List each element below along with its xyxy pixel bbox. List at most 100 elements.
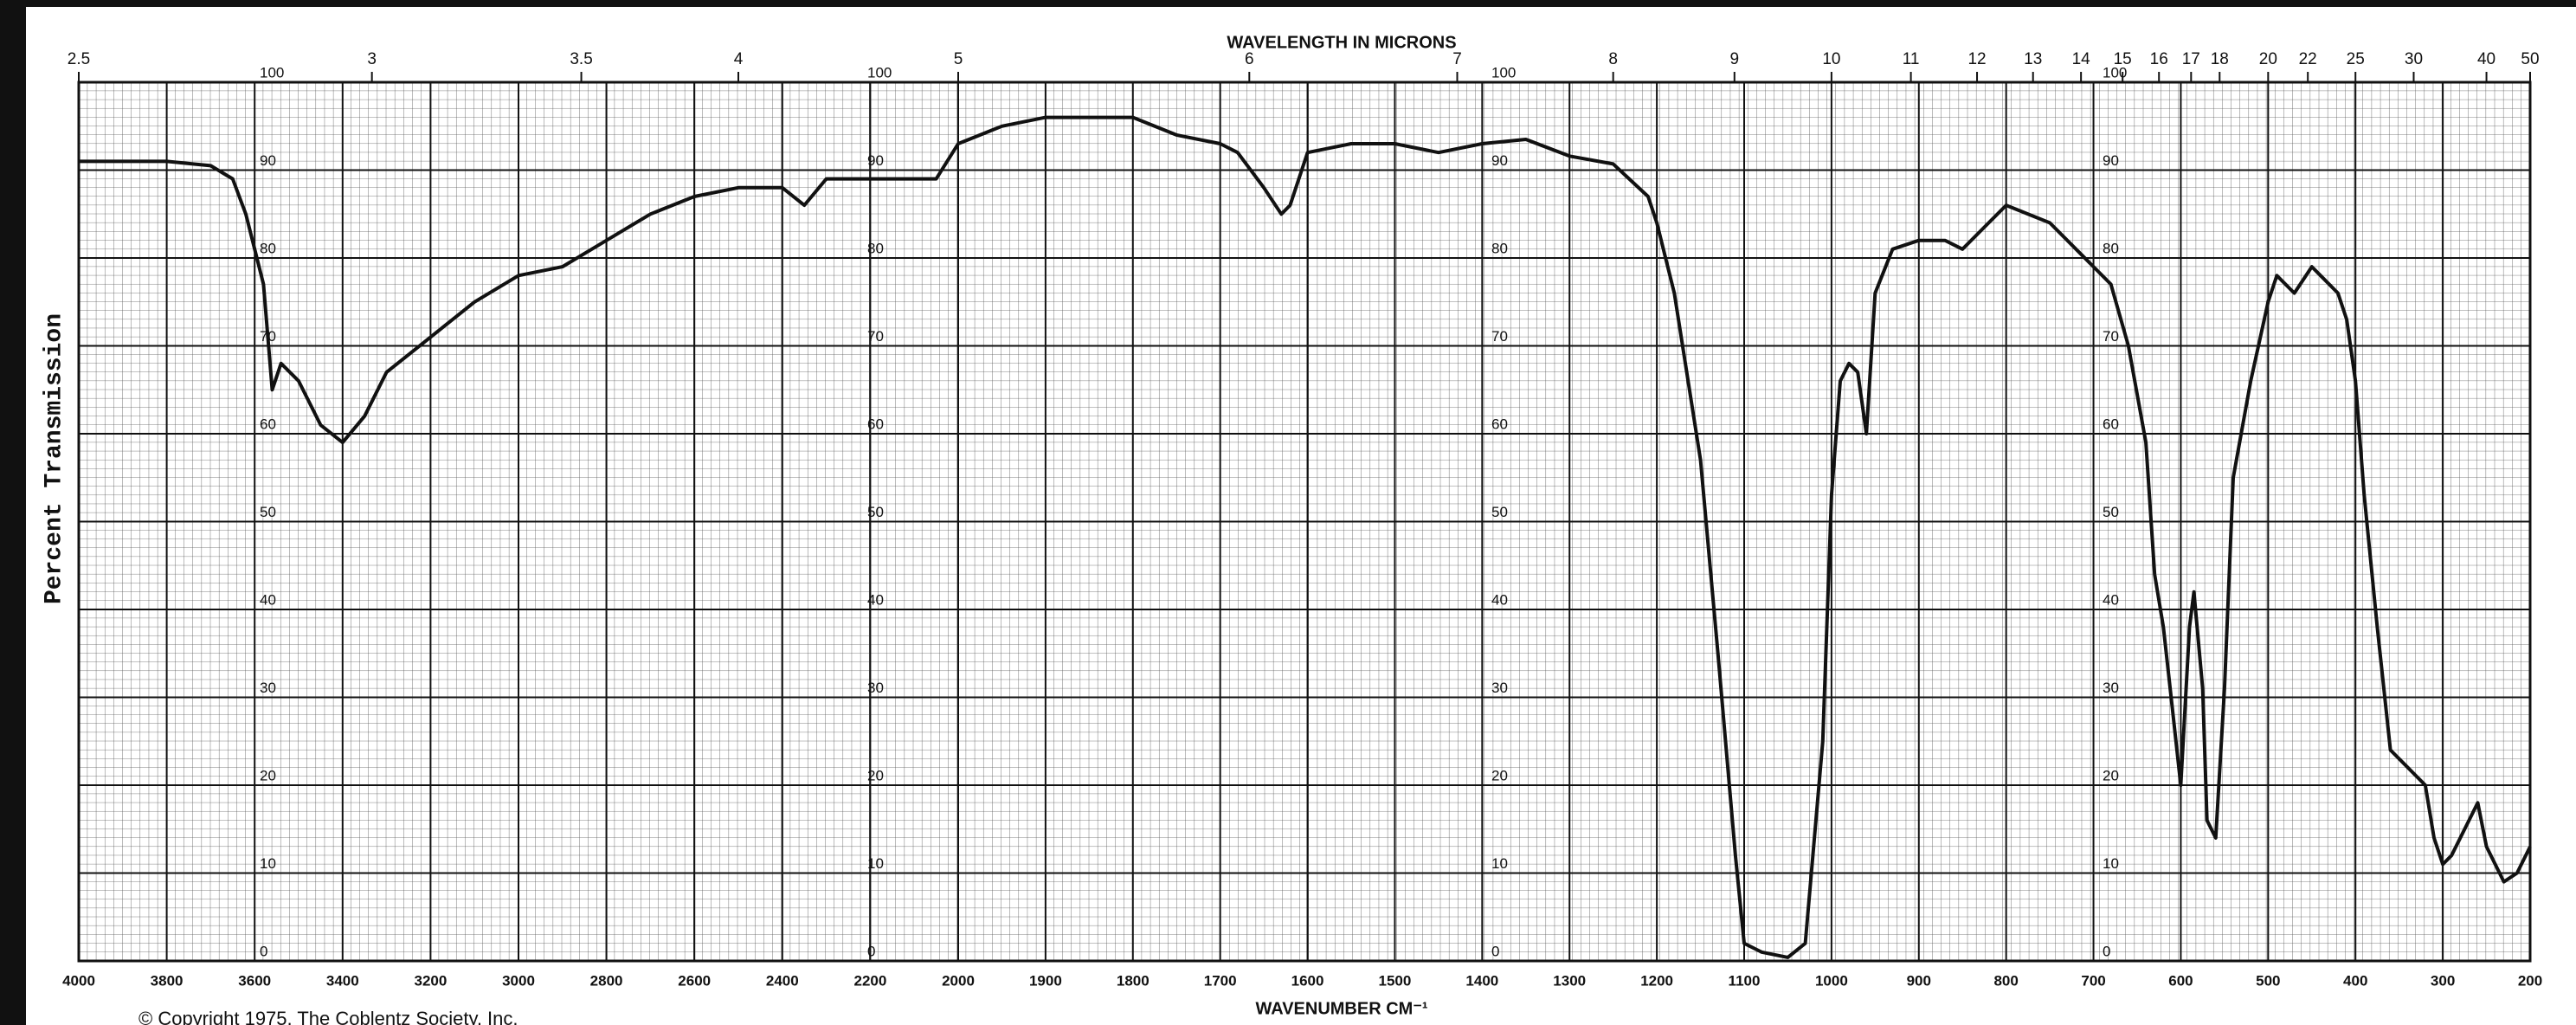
x-tick-label: 2600: [678, 972, 711, 989]
x-tick-label: 1100: [1729, 972, 1761, 989]
x2-tick-label: 15: [2114, 50, 2132, 68]
y-tick-label: 40: [2103, 591, 2119, 608]
y-tick-label: 0: [867, 943, 875, 959]
x-tick-label: 600: [2168, 972, 2193, 989]
x2-tick-label: 9: [1730, 50, 1740, 68]
x-tick-label: 1400: [1465, 972, 1498, 989]
y-tick-label: 20: [2103, 767, 2119, 783]
y-tick-label: 90: [260, 152, 276, 169]
x2-tick-label: 10: [1822, 50, 1840, 68]
scan-edge: [0, 0, 26, 1025]
x-tick-label: 2200: [853, 972, 886, 989]
x-tick-label: 1800: [1117, 972, 1150, 989]
y-tick-label: 80: [2103, 240, 2119, 256]
y-tick-label: 20: [260, 767, 276, 783]
y-tick-label: 40: [1491, 591, 1508, 608]
x2-tick-label: 17: [2182, 50, 2200, 68]
x-tick-label: 3400: [326, 972, 359, 989]
x-tick-label: 900: [1907, 972, 1931, 989]
x2-tick-label: 16: [2150, 50, 2168, 68]
x2-tick-label: 12: [1967, 50, 1986, 68]
y-tick-label: 100: [867, 64, 892, 81]
x-tick-label: 3800: [151, 972, 184, 989]
y-tick-label: 10: [260, 855, 276, 872]
y-tick-label: 10: [1491, 855, 1508, 872]
x2-tick-label: 14: [2072, 50, 2091, 68]
x2-tick-label: 3: [367, 50, 377, 68]
x-axis-label: WAVENUMBER CM⁻¹: [1255, 999, 1427, 1018]
y-axis-label: Percent Transmission: [41, 313, 68, 604]
x-tick-label: 1700: [1204, 972, 1237, 989]
spectrum-line: [79, 115, 2532, 959]
x-tick-label: 4000: [62, 972, 95, 989]
x-tick-label: 700: [2081, 972, 2105, 989]
y-tick-label: 70: [1491, 328, 1508, 345]
y-tick-label: 10: [867, 855, 884, 872]
x2-tick-label: 3.5: [570, 50, 592, 68]
y-tick-label: 30: [1491, 680, 1508, 696]
y-tick-label: 0: [260, 943, 267, 959]
x-tick-label: 3200: [414, 972, 447, 989]
y-tick-label: 50: [260, 504, 276, 520]
y-tick-label: 100: [2103, 64, 2127, 81]
y-tick-label: 0: [1491, 943, 1499, 959]
x-tick-label: 800: [1993, 972, 2018, 989]
x-tick-label: 1600: [1291, 972, 1324, 989]
x-tick-label: 1200: [1640, 972, 1673, 989]
x-tick-label: 2800: [590, 972, 623, 989]
x2-tick-label: 4: [734, 50, 744, 68]
y-tick-label: 50: [1491, 504, 1508, 520]
y-tick-label: 90: [2103, 152, 2119, 169]
x2-tick-label: 40: [2477, 50, 2496, 68]
y-tick-label: 40: [867, 591, 884, 608]
x-tick-label: 1000: [1815, 972, 1848, 989]
x-tick-label: 1300: [1553, 972, 1586, 989]
y-tick-label: 20: [867, 767, 884, 783]
x2-tick-label: 6: [1245, 50, 1254, 68]
x-tick-label: 400: [2343, 972, 2367, 989]
y-tick-label: 70: [867, 328, 884, 345]
y-tick-label: 80: [1491, 240, 1508, 256]
copyright: © Copyright 1975, The Coblentz Society, …: [138, 1008, 518, 1025]
y-tick-label: 50: [2103, 504, 2119, 520]
y-tick-label: 10: [2103, 855, 2119, 872]
y-tick-label: 60: [1491, 416, 1508, 432]
y-tick-label: 20: [1491, 767, 1508, 783]
x2-tick-label: 20: [2259, 50, 2277, 68]
x-tick-label: 3600: [238, 972, 271, 989]
y-tick-label: 0: [2103, 943, 2110, 959]
x-tick-label: 500: [2256, 972, 2280, 989]
y-tick-label: 30: [260, 680, 276, 696]
x-tick-label: 1900: [1029, 972, 1062, 989]
y-tick-label: 40: [260, 591, 276, 608]
x-tick-label: 300: [2431, 972, 2455, 989]
x2-tick-label: 22: [2299, 50, 2317, 68]
y-tick-label: 30: [2103, 680, 2119, 696]
x2-tick-label: 30: [2405, 50, 2423, 68]
x2-tick-label: 50: [2521, 50, 2539, 68]
x-tick-label: 200: [2518, 972, 2542, 989]
x2-tick-label: 13: [2024, 50, 2042, 68]
scan-edge: [0, 0, 2576, 7]
y-tick-label: 30: [867, 680, 884, 696]
y-tick-label: 50: [867, 504, 884, 520]
y-tick-label: 90: [867, 152, 884, 169]
x2-tick-label: 5: [954, 50, 963, 68]
x2-tick-label: 7: [1452, 50, 1462, 68]
x-tick-label: 3000: [502, 972, 535, 989]
y-tick-label: 90: [1491, 152, 1508, 169]
x-tick-label: 2400: [766, 972, 799, 989]
y-tick-label: 60: [867, 416, 884, 432]
x2-tick-label: 2.5: [68, 50, 90, 68]
y-tick-label: 60: [260, 416, 276, 432]
y-tick-label: 100: [1491, 64, 1516, 81]
y-tick-label: 80: [260, 240, 276, 256]
y-tick-label: 60: [2103, 416, 2119, 432]
x-tick-label: 2000: [942, 972, 975, 989]
x2-axis-label: WAVELENGTH IN MICRONS: [1227, 33, 1456, 52]
x2-tick-label: 11: [1903, 50, 1920, 68]
y-tick-label: 100: [260, 64, 284, 81]
x2-tick-label: 8: [1608, 50, 1618, 68]
y-tick-label: 70: [2103, 328, 2119, 345]
